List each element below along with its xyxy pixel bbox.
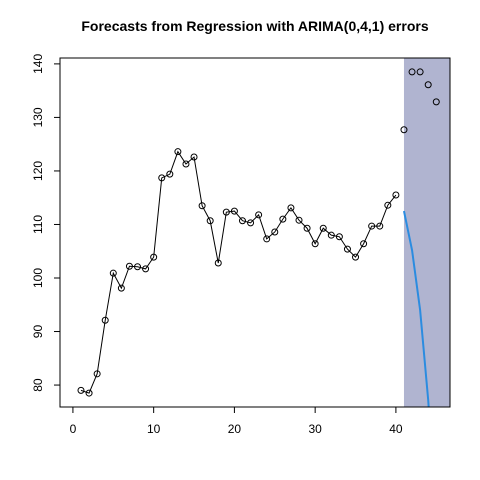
observed-point bbox=[392, 191, 400, 199]
x-tick-label: 20 bbox=[228, 422, 242, 436]
observed-point bbox=[368, 222, 376, 230]
observed-point bbox=[263, 235, 271, 243]
x-tick-label: 40 bbox=[389, 422, 403, 436]
observed-point bbox=[222, 208, 230, 216]
observed-point bbox=[247, 219, 255, 227]
observed-point bbox=[214, 259, 222, 267]
chart-title: Forecasts from Regression with ARIMA(0,4… bbox=[81, 18, 428, 34]
x-tick-label: 30 bbox=[308, 422, 322, 436]
y-tick-label: 130 bbox=[31, 107, 45, 127]
forecast-line bbox=[402, 210, 430, 407]
x-tick-label: 10 bbox=[147, 422, 161, 436]
observed-line bbox=[80, 150, 397, 394]
test-point bbox=[400, 126, 408, 134]
observed-point bbox=[271, 228, 279, 236]
observed-point bbox=[319, 224, 327, 232]
observed-point bbox=[134, 263, 142, 271]
observed-point bbox=[125, 262, 133, 270]
observed-point bbox=[343, 245, 351, 253]
observed-point bbox=[376, 222, 384, 230]
test-point bbox=[432, 98, 440, 106]
observed-point bbox=[77, 386, 85, 394]
y-tick-label: 80 bbox=[31, 378, 45, 392]
observed-point bbox=[279, 215, 287, 223]
x-tick-label: 0 bbox=[70, 422, 77, 436]
observed-point bbox=[117, 284, 125, 292]
observed-point bbox=[190, 153, 198, 161]
observed-point bbox=[230, 207, 238, 215]
observed-point bbox=[311, 240, 319, 248]
y-tick-label: 90 bbox=[31, 325, 45, 339]
observed-point bbox=[327, 231, 335, 239]
observed-point bbox=[384, 201, 392, 209]
plot-frame bbox=[59, 57, 451, 408]
observed-point bbox=[360, 240, 368, 248]
observed-point bbox=[101, 316, 109, 324]
prediction-interval bbox=[403, 58, 450, 407]
test-point bbox=[424, 81, 432, 89]
y-tick-label: 100 bbox=[31, 268, 45, 288]
observed-point bbox=[85, 389, 93, 397]
observed-point bbox=[238, 217, 246, 225]
observed-point bbox=[182, 160, 190, 168]
observed-point bbox=[255, 211, 263, 219]
observed-point bbox=[158, 174, 166, 182]
test-point bbox=[408, 68, 416, 76]
observed-point bbox=[150, 253, 158, 261]
observed-point bbox=[166, 170, 174, 178]
observed-point bbox=[142, 265, 150, 273]
observed-point bbox=[206, 217, 214, 225]
observed-point bbox=[198, 202, 206, 210]
observed-point bbox=[287, 204, 295, 212]
observed-point bbox=[109, 269, 117, 277]
observed-point bbox=[93, 370, 101, 378]
observed-point bbox=[352, 253, 360, 261]
y-tick-label: 120 bbox=[31, 161, 45, 181]
y-tick-label: 140 bbox=[31, 54, 45, 74]
observed-point bbox=[335, 233, 343, 241]
test-point bbox=[416, 68, 424, 76]
observed-point bbox=[174, 148, 182, 156]
plot-area bbox=[77, 58, 450, 407]
y-tick-label: 110 bbox=[31, 215, 45, 234]
observed-point bbox=[295, 216, 303, 224]
observed-point bbox=[303, 224, 311, 232]
